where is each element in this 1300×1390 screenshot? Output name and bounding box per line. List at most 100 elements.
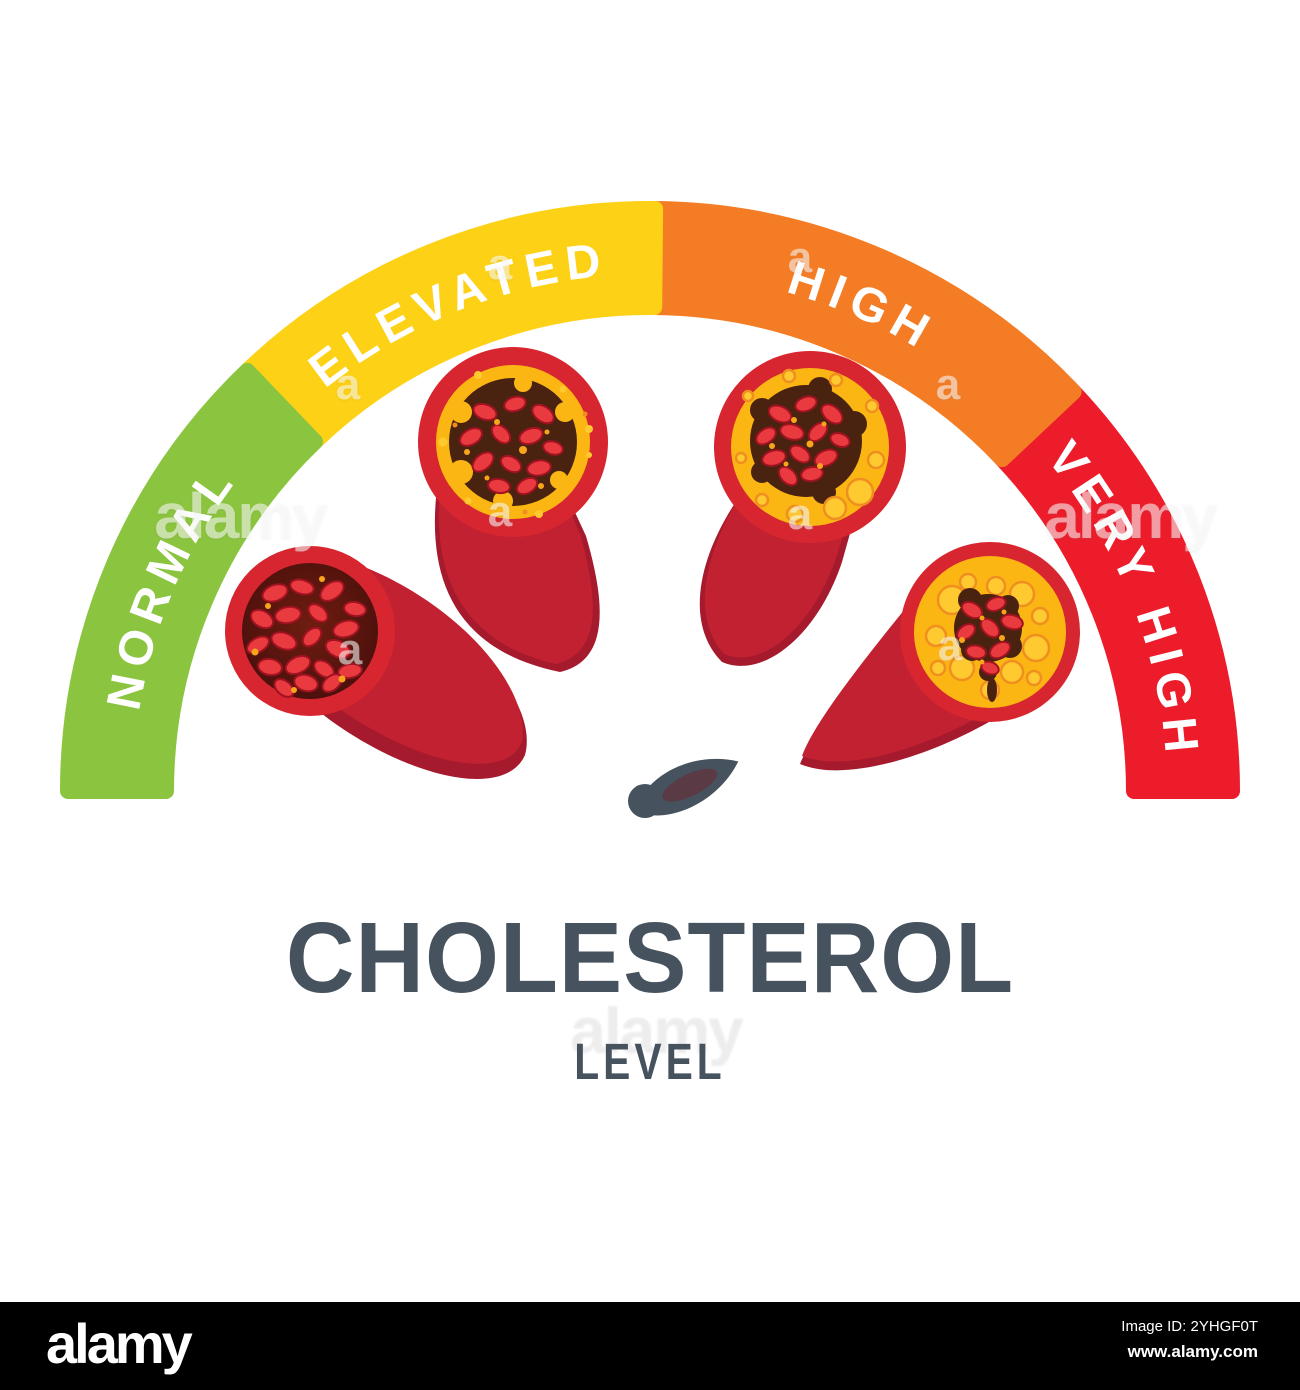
fat-dot (769, 443, 775, 449)
blood-cell (515, 476, 539, 496)
bubble (559, 385, 567, 393)
blob-bump (841, 411, 867, 437)
bubble (474, 371, 482, 379)
orange-dot (522, 509, 528, 515)
gauge-segment-elevated (239, 200, 664, 450)
blood-cell (289, 578, 315, 596)
blood-cell (820, 403, 844, 425)
bubble (734, 451, 748, 465)
blood-cell (261, 583, 289, 603)
plaque-bump (493, 491, 513, 511)
fat-dot (791, 417, 797, 423)
bubble (586, 452, 592, 458)
blood-cell (319, 580, 345, 602)
blood-cell (955, 623, 977, 641)
gauge-segment-normal-band (60, 362, 323, 799)
blood-cell (471, 451, 495, 473)
gauge-segment-high-band (646, 201, 1082, 468)
plaque-bump (555, 402, 575, 422)
gauge-segment-elevated-band (239, 200, 664, 450)
blood-cell (487, 477, 511, 495)
blood-cell (270, 631, 298, 651)
blood-cell (985, 595, 1007, 613)
fat-dots (769, 417, 827, 469)
page-title: CHOLESTEROL (285, 902, 1015, 1014)
plaque-bump (449, 460, 473, 484)
bubble (929, 659, 947, 677)
page-subtitle: LEVEL (574, 1033, 726, 1090)
gauge-arc (60, 200, 1240, 799)
vessel-high (699, 351, 906, 666)
bubble (1030, 606, 1050, 626)
fat-dots (464, 419, 550, 489)
fat-dot (979, 659, 985, 665)
blob-drip (987, 678, 997, 702)
gauge-segment-high (646, 201, 1082, 468)
gauge-segment-normal (60, 362, 323, 799)
bubble (845, 477, 875, 507)
bubble (1025, 669, 1043, 687)
plaque-bumps (449, 374, 575, 511)
bubble (948, 654, 976, 682)
blood-cell (829, 431, 851, 449)
plaque-bump (514, 374, 532, 392)
blood-cells (755, 395, 851, 487)
bubble (438, 437, 448, 447)
bubble (828, 372, 844, 388)
blood-cell (767, 404, 793, 424)
blob-bump (750, 398, 774, 422)
fat-dot (544, 429, 550, 435)
alamy-url-text: www.alamy.com (1127, 1342, 1258, 1361)
blood-cell (800, 465, 824, 483)
fat-dot (484, 475, 490, 481)
blood-cell (526, 459, 552, 477)
fat-dot (783, 461, 789, 467)
blood-cells (458, 395, 564, 496)
bubble (985, 575, 1007, 597)
bubble (958, 572, 978, 592)
orange-dot (582, 411, 588, 417)
fat-dot (338, 675, 346, 683)
bubble (822, 495, 848, 521)
blood-cell (794, 395, 818, 413)
bubble (864, 398, 880, 414)
plaque-orange-dots (452, 411, 588, 515)
blood-cell (246, 635, 270, 655)
fat-dot (959, 637, 965, 643)
bubble (741, 389, 755, 403)
fat-dots (959, 609, 1007, 665)
bubble (585, 425, 593, 433)
gauge-needle (628, 758, 739, 818)
bubble (464, 497, 472, 505)
fat-dot (319, 576, 325, 582)
blood-cell (332, 619, 360, 639)
blood-cell (499, 454, 523, 474)
footer-bar: alamy Image ID: 2YHGF0T www.alamy.com (0, 1302, 1300, 1390)
blood-cell (284, 654, 312, 676)
blood-cell (779, 423, 805, 441)
bubble (781, 368, 797, 384)
blood-cell (301, 626, 323, 648)
blood-cell (343, 600, 367, 618)
vessel-normal (225, 546, 527, 780)
gauge-segment-very-high (994, 383, 1240, 799)
blood-cell (960, 600, 984, 620)
vessel-elevated (418, 347, 608, 672)
vessel-tail (802, 598, 1012, 762)
orange-dot (452, 422, 458, 428)
blood-cell (1000, 613, 1024, 631)
blood-cell (324, 638, 352, 660)
fat-dot (817, 463, 823, 469)
blood-cell (518, 426, 544, 446)
fat-dot (821, 421, 827, 427)
alamy-logo: alamy (46, 1312, 193, 1375)
blood-cell (273, 678, 295, 698)
image-id-text: Image ID: 2YHGF0T (1121, 1318, 1258, 1335)
blob-bump (751, 461, 773, 483)
blood-cell (458, 427, 484, 447)
bubble (866, 450, 886, 470)
blood-cell (503, 395, 527, 413)
fat-dot (464, 449, 470, 455)
